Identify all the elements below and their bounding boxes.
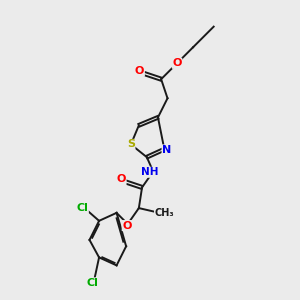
- Text: O: O: [172, 58, 182, 68]
- Text: S: S: [127, 140, 135, 149]
- Text: O: O: [117, 174, 126, 184]
- Text: O: O: [122, 220, 132, 231]
- Text: Cl: Cl: [76, 203, 88, 213]
- Text: CH₃: CH₃: [154, 208, 174, 218]
- Text: O: O: [135, 66, 144, 76]
- Text: N: N: [162, 145, 171, 155]
- Text: NH: NH: [141, 167, 159, 177]
- Text: Cl: Cl: [87, 278, 99, 288]
